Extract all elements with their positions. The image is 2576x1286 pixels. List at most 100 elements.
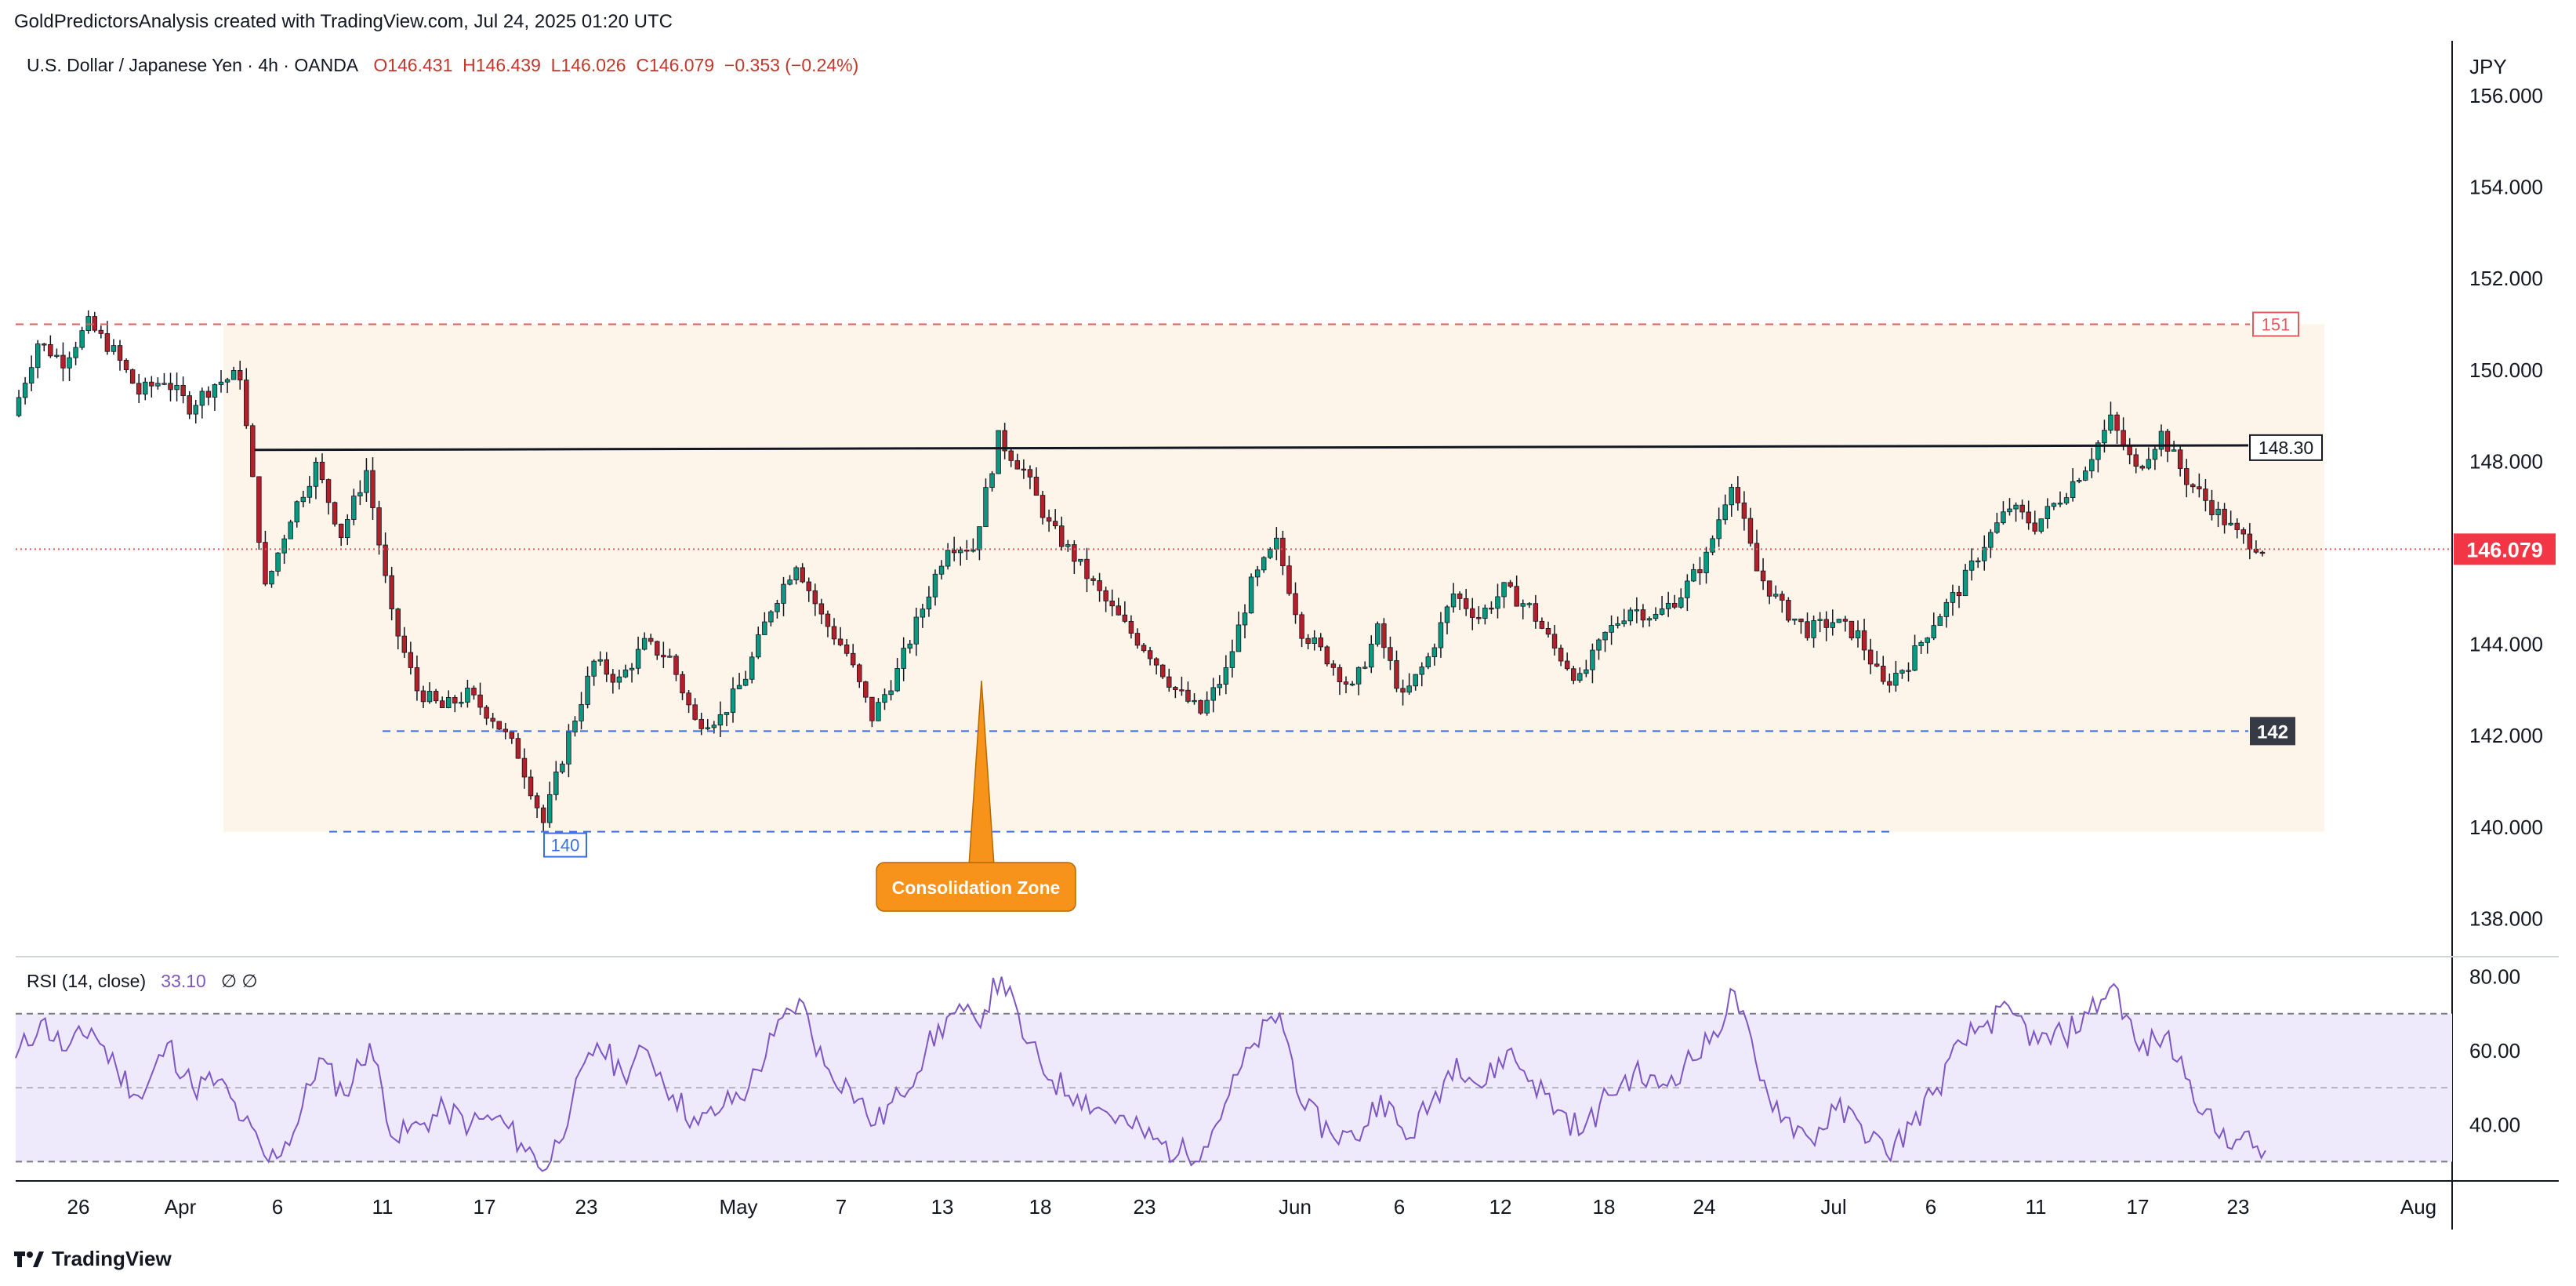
candle: [1551, 624, 1558, 656]
candle-body: [2076, 479, 2082, 482]
candle: [1545, 621, 1551, 638]
candle: [857, 663, 862, 688]
candle-body: [1046, 517, 1052, 522]
candle: [907, 639, 912, 654]
candle-body: [1571, 668, 1576, 681]
candle: [2083, 467, 2088, 481]
candle-body: [1912, 645, 1917, 671]
candle: [1059, 516, 1065, 551]
candle: [1735, 476, 1741, 511]
candle-body: [686, 692, 691, 706]
candle-body: [2083, 470, 2088, 481]
rsi-tick-label: 80.00: [2469, 965, 2520, 989]
candle: [2044, 498, 2051, 529]
candle: [212, 383, 218, 411]
candle: [1596, 638, 1602, 660]
candle-body: [793, 567, 799, 580]
candle: [111, 339, 117, 355]
candle: [1482, 604, 1488, 625]
rsi-legend: RSI (14, close) 33.10 ∅ ∅: [27, 971, 257, 992]
candle-body: [1861, 630, 1867, 651]
candle: [143, 377, 148, 401]
candle-body: [414, 667, 420, 692]
candle-body: [230, 370, 237, 380]
candle: [1116, 598, 1122, 616]
candle-body: [1090, 578, 1096, 581]
symbol-name[interactable]: U.S. Dollar / Japanese Yen · 4h · OANDA: [27, 55, 359, 75]
footer-brand: TradingView: [52, 1247, 172, 1270]
candle: [958, 547, 963, 566]
candle: [465, 679, 470, 708]
candle-body: [1128, 620, 1134, 634]
candle-body: [1450, 593, 1457, 608]
candle: [1564, 652, 1570, 671]
candle-body: [1899, 670, 1905, 674]
candle: [818, 598, 825, 625]
time-tick-label: Apr: [165, 1195, 197, 1219]
rsi-extra: ∅ ∅: [221, 971, 258, 991]
candle-body: [2158, 430, 2164, 450]
candle: [585, 666, 590, 709]
candle-body: [800, 567, 805, 583]
candle: [123, 358, 129, 373]
candle: [2177, 445, 2183, 477]
candle-body: [1109, 600, 1115, 607]
candle: [16, 390, 22, 418]
candle: [1855, 620, 1861, 648]
candle-body: [711, 725, 717, 728]
candle-body: [1729, 487, 1734, 506]
candle: [800, 563, 805, 583]
candle: [1741, 491, 1747, 531]
candle-body: [591, 660, 597, 677]
candle: [1823, 611, 1829, 641]
candle-body: [1039, 495, 1046, 518]
candle-body: [1059, 525, 1065, 547]
candle: [2013, 502, 2019, 522]
candle: [831, 618, 837, 645]
candle: [136, 373, 142, 404]
candle-body: [1659, 608, 1665, 615]
candle: [1697, 557, 1703, 585]
candle-body: [566, 732, 571, 765]
candle-body: [1425, 656, 1431, 667]
candle-body: [2089, 459, 2095, 471]
callout-label: Consolidation Zone: [892, 877, 1061, 898]
candle: [692, 698, 698, 721]
candle-body: [1097, 580, 1102, 591]
candle-body: [1463, 598, 1469, 609]
candle-body: [1634, 609, 1640, 612]
candle-body: [1476, 617, 1482, 619]
candle: [1772, 585, 1779, 599]
candle-body: [79, 330, 85, 348]
candle-body: [1192, 699, 1197, 703]
candle: [1798, 618, 1804, 634]
candle: [1318, 633, 1323, 652]
candle-body: [104, 332, 111, 352]
candle: [338, 523, 344, 547]
candle-body: [1678, 597, 1684, 608]
candle: [1634, 597, 1640, 623]
candle-body: [111, 345, 117, 352]
candle: [560, 761, 565, 774]
candle-body: [459, 702, 464, 704]
candle: [579, 692, 584, 730]
candle: [54, 348, 60, 358]
candle: [1153, 657, 1159, 675]
candle-body: [951, 550, 957, 554]
candle-body: [1760, 570, 1766, 582]
candle-body: [2057, 503, 2063, 505]
candle: [1002, 423, 1007, 460]
candle: [28, 355, 34, 391]
candle: [1760, 558, 1766, 590]
rsi-label[interactable]: RSI (14, close): [27, 971, 147, 991]
candle-body: [1805, 621, 1810, 638]
candle-body: [1122, 614, 1128, 622]
candle-body: [1906, 670, 1911, 672]
candle: [1330, 659, 1337, 676]
candle-body: [1609, 625, 1614, 633]
candle: [736, 673, 742, 689]
candle: [1836, 619, 1842, 623]
candle-body: [168, 383, 173, 391]
candle: [989, 470, 995, 492]
